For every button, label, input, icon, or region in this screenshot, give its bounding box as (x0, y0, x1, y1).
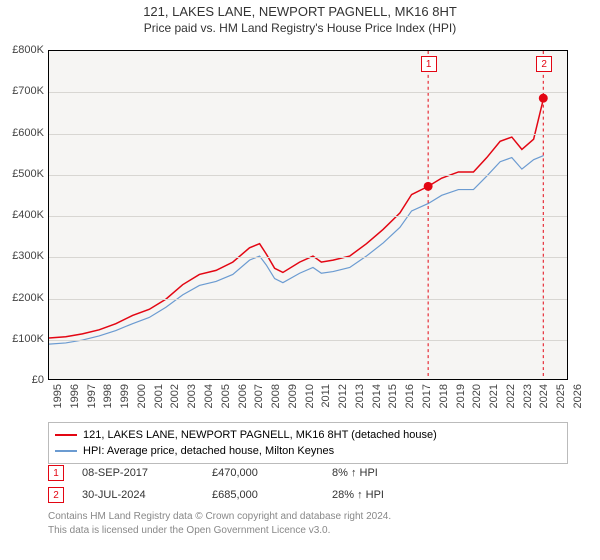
x-tick-label: 2005 (220, 384, 232, 408)
marker-date: 08-SEP-2017 (82, 467, 212, 479)
x-tick-label: 2001 (153, 384, 165, 408)
x-tick-label: 1999 (119, 384, 131, 408)
legend-swatch (55, 450, 77, 452)
x-tick-label: 2020 (471, 384, 483, 408)
x-tick-label: 2021 (488, 384, 500, 408)
marker-dot (539, 94, 548, 103)
marker-badge: 2 (48, 487, 64, 503)
legend-label: 121, LAKES LANE, NEWPORT PAGNELL, MK16 8… (83, 429, 437, 441)
x-tick-label: 2013 (354, 384, 366, 408)
x-tick-label: 2011 (320, 384, 332, 408)
x-tick-label: 2007 (253, 384, 265, 408)
y-tick-label: £400K (0, 209, 44, 221)
marker-row: 2 30-JUL-2024 £685,000 28% ↑ HPI (48, 484, 568, 506)
x-tick-label: 2015 (387, 384, 399, 408)
x-tick-label: 2019 (455, 384, 467, 408)
footer-line: Contains HM Land Registry data © Crown c… (48, 510, 568, 524)
x-tick-label: 2023 (522, 384, 534, 408)
x-tick-label: 1997 (86, 384, 98, 408)
y-tick-label: £200K (0, 292, 44, 304)
x-tick-label: 2016 (404, 384, 416, 408)
x-tick-label: 1996 (69, 384, 81, 408)
y-tick-label: £100K (0, 333, 44, 345)
marker-badge-on-chart: 1 (421, 56, 437, 72)
x-tick-label: 2003 (186, 384, 198, 408)
x-tick-label: 2004 (203, 384, 215, 408)
legend-item: HPI: Average price, detached house, Milt… (55, 443, 561, 459)
marker-badge-on-chart: 2 (536, 56, 552, 72)
marker-row: 1 08-SEP-2017 £470,000 8% ↑ HPI (48, 462, 568, 484)
y-tick-label: £500K (0, 168, 44, 180)
title-subtitle: Price paid vs. HM Land Registry's House … (0, 21, 600, 35)
footer-line: This data is licensed under the Open Gov… (48, 524, 568, 538)
x-tick-label: 2008 (270, 384, 282, 408)
legend: 121, LAKES LANE, NEWPORT PAGNELL, MK16 8… (48, 422, 568, 464)
x-tick-label: 2014 (371, 384, 383, 408)
y-tick-label: £800K (0, 44, 44, 56)
y-tick-label: £700K (0, 85, 44, 97)
marker-price: £685,000 (212, 489, 332, 501)
marker-diff: 8% ↑ HPI (332, 467, 482, 479)
chart-svg (49, 51, 567, 379)
x-tick-label: 1995 (52, 384, 64, 408)
x-tick-label: 2025 (555, 384, 567, 408)
y-tick-label: £600K (0, 127, 44, 139)
marker-date: 30-JUL-2024 (82, 489, 212, 501)
x-tick-label: 2009 (287, 384, 299, 408)
x-tick-label: 2002 (169, 384, 181, 408)
x-tick-label: 2010 (304, 384, 316, 408)
x-tick-label: 2022 (505, 384, 517, 408)
title-address: 121, LAKES LANE, NEWPORT PAGNELL, MK16 8… (0, 4, 600, 19)
marker-diff: 28% ↑ HPI (332, 489, 482, 501)
legend-item: 121, LAKES LANE, NEWPORT PAGNELL, MK16 8… (55, 427, 561, 443)
x-tick-label: 1998 (102, 384, 114, 408)
chart-titles: 121, LAKES LANE, NEWPORT PAGNELL, MK16 8… (0, 0, 600, 35)
x-tick-label: 2018 (438, 384, 450, 408)
legend-label: HPI: Average price, detached house, Milt… (83, 445, 334, 457)
x-tick-label: 2012 (337, 384, 349, 408)
marker-dot (424, 182, 433, 191)
y-tick-label: £300K (0, 250, 44, 262)
x-tick-label: 2006 (237, 384, 249, 408)
marker-table: 1 08-SEP-2017 £470,000 8% ↑ HPI 2 30-JUL… (48, 462, 568, 506)
chart-plot-area (48, 50, 568, 380)
marker-price: £470,000 (212, 467, 332, 479)
x-tick-label: 2024 (538, 384, 550, 408)
x-tick-label: 2000 (136, 384, 148, 408)
y-tick-label: £0 (0, 374, 44, 386)
x-tick-label: 2017 (421, 384, 433, 408)
legend-swatch (55, 434, 77, 436)
x-tick-label: 2026 (572, 384, 584, 408)
series-line-hpi (49, 156, 544, 345)
footer-attribution: Contains HM Land Registry data © Crown c… (48, 510, 568, 537)
marker-badge: 1 (48, 465, 64, 481)
